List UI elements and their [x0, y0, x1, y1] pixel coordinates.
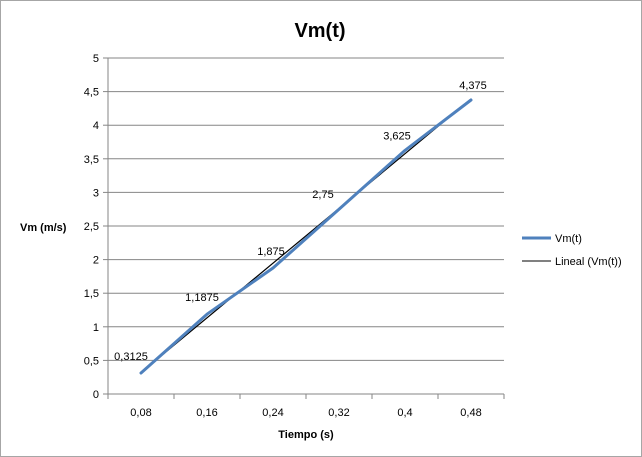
x-axis-title: Tiempo (s): [278, 429, 334, 441]
x-tick-label: 0,4: [397, 407, 412, 419]
chart-title: Vm(t): [294, 20, 345, 42]
y-tick-label: 4: [93, 120, 99, 132]
y-tick-label: 2: [93, 255, 99, 267]
legend: Vm(t) Lineal (Vm(t)): [522, 233, 622, 268]
data-label: 1,1875: [185, 292, 219, 304]
y-tick-label: 4,5: [84, 87, 99, 99]
y-tick-label: 1,5: [84, 288, 99, 300]
gridlines: [108, 57, 504, 361]
y-tick-label: 2,5: [84, 221, 99, 233]
y-tick-label: 0,5: [84, 355, 99, 367]
trendline-layer: [140, 98, 472, 374]
data-labels: 0,3125 1,1875 1,875 2,75 3,625 4,375: [114, 80, 487, 363]
y-tick-label: 3: [93, 187, 99, 199]
x-tick-label: 0,24: [262, 407, 283, 419]
y-tick-label: 0: [93, 389, 99, 401]
x-tick-label: 0,32: [328, 407, 349, 419]
y-axis-title: Vm (m/s): [20, 222, 67, 234]
x-tick-label: 0,08: [130, 407, 151, 419]
x-axis-ticks: 0,08 0,16 0,24 0,32 0,4 0,48: [107, 394, 505, 419]
series-layer: [139, 98, 473, 375]
data-label: 3,625: [383, 130, 411, 142]
data-label: 0,3125: [114, 351, 148, 363]
y-tick-label: 5: [93, 53, 99, 65]
series-line-vm: [139, 98, 473, 375]
trendline: [140, 98, 472, 374]
y-tick-label: 1: [93, 322, 99, 334]
y-tick-label: 3,5: [84, 154, 99, 166]
legend-label-trendline: Lineal (Vm(t)): [555, 256, 622, 268]
data-label: 4,375: [459, 80, 487, 92]
x-tick-label: 0,16: [196, 407, 217, 419]
y-axis-ticks: 0 0,5 1 1,5 2 2,5 3 3,5 4 4,5 5: [84, 53, 108, 401]
legend-label-vm: Vm(t): [555, 233, 582, 245]
data-label: 1,875: [257, 246, 285, 258]
data-label: 2,75: [312, 189, 333, 201]
x-tick-label: 0,48: [460, 407, 481, 419]
